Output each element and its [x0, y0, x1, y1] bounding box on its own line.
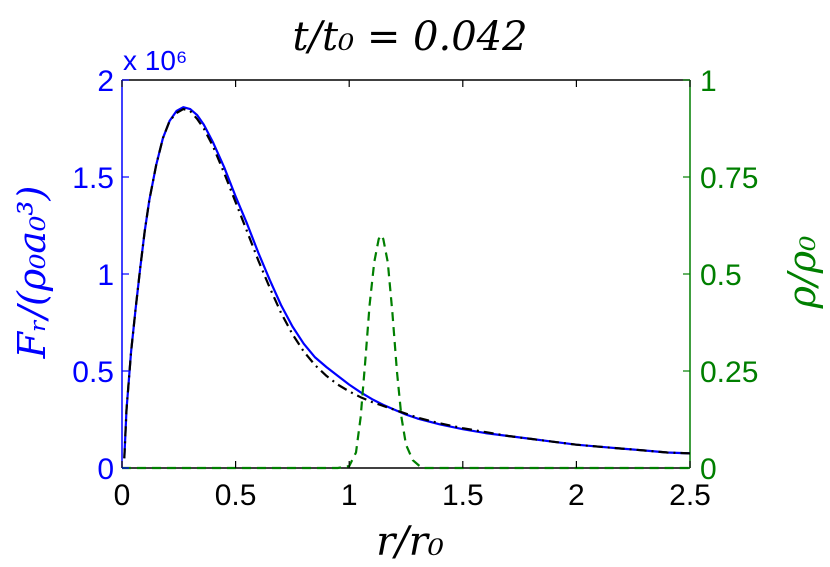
x-tick-label: 1: [341, 479, 358, 512]
x-tick-label: 2: [568, 479, 585, 512]
series-layer: [122, 106, 691, 470]
y-tick-label-right: 0.25: [700, 356, 758, 389]
y-tick-label-left: 2: [97, 65, 114, 98]
y-tick-label-left: 0.5: [72, 356, 114, 389]
y-tick-label-right: 0.5: [700, 259, 742, 292]
y-tick-label-left: 0: [97, 453, 114, 486]
x-tick-label: 2.5: [669, 479, 711, 512]
y-tick-label-left: 1.5: [72, 162, 114, 195]
series-line-2: [123, 108, 691, 459]
plot-frame: [121, 79, 691, 469]
x-axis-label: r/r₀: [376, 519, 444, 565]
x-tick-label: 0: [114, 479, 131, 512]
exponent-label: x 10⁶: [123, 45, 187, 76]
y-tick-label-left: 1: [97, 259, 114, 292]
y-tick-label-right: 1: [700, 65, 717, 98]
chart-title: t/t₀ = 0.042: [292, 14, 527, 60]
y-tick-label-right: 0: [700, 453, 717, 486]
y-axis-label-right: ρ/ρ₀: [780, 236, 824, 310]
series-line-3: [122, 234, 690, 470]
x-tick-label: 0.5: [215, 479, 257, 512]
y-axis-label-left: Fᵣ/(ρ₀a₀³): [10, 186, 54, 360]
series-line-1: [123, 106, 691, 459]
x-tick-label: 1.5: [442, 479, 484, 512]
y-tick-label-right: 0.75: [700, 162, 758, 195]
